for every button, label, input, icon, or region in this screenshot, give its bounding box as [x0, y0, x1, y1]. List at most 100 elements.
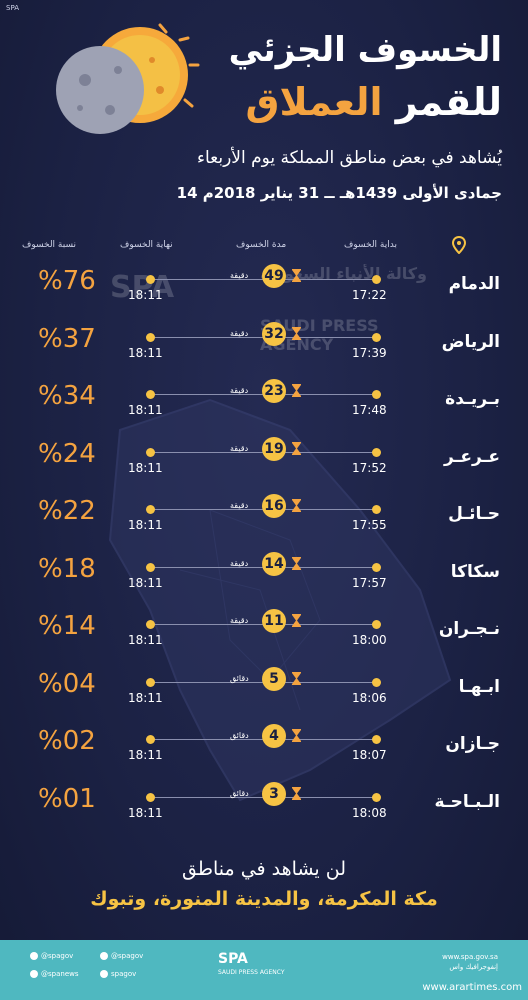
- end-dot: [146, 792, 155, 802]
- end-time: 18:11: [128, 345, 163, 360]
- end-dot: [146, 275, 155, 284]
- city-name: جـازان: [445, 734, 500, 754]
- title-line-2: للقمر العملاق: [245, 80, 502, 124]
- table-row: الدمام %76 18:11 17:22 دقيقة 49: [0, 264, 528, 324]
- duration-badge: 4: [262, 724, 286, 748]
- end-time: 18:11: [128, 460, 163, 475]
- duration-badge: 23: [262, 379, 286, 403]
- start-dot: [372, 562, 381, 572]
- duration-unit: دقيقة: [230, 443, 249, 453]
- city-name: الدمام: [448, 274, 500, 294]
- end-dot: [146, 562, 155, 572]
- twitter-icon: [30, 970, 38, 978]
- hourglass-icon: [292, 556, 301, 570]
- subtitle: يُشاهد في بعض مناطق المملكة يوم الأربعاء: [196, 148, 502, 168]
- source-watermark: www.arartimes.com: [422, 982, 522, 993]
- hourglass-icon: [292, 729, 301, 742]
- eclipse-ratio: %24: [38, 438, 96, 469]
- duration-badge: 19: [262, 436, 286, 461]
- watermark-logo: SPA: [110, 270, 175, 305]
- header-duration: مدة الخسوف: [236, 240, 287, 250]
- not-visible-regions: مكة المكرمة، والمدينة المنورة، وتبوك: [90, 888, 438, 910]
- city-name: نـجـران: [438, 619, 500, 639]
- start-time: 18:08: [352, 805, 387, 820]
- end-time: 18:11: [128, 805, 163, 820]
- city-name: عـرعـر: [444, 446, 500, 467]
- start-dot: [372, 792, 381, 802]
- table-row: نـجـران %14 18:11 18:00 دقيقة 11: [0, 609, 528, 669]
- spa-url[interactable]: www.spa.gov.sa إنفوجرافيك واس: [442, 953, 498, 971]
- city-name: بـريـدة: [445, 389, 500, 409]
- spa-watermark: SPA وكالة الأنباء السعودية SAUDI PRESS A…: [110, 260, 430, 360]
- table-row: ابـهـا %04 18:11 18:06 دقائق 5: [0, 666, 528, 727]
- start-dot: [372, 332, 381, 342]
- duration-badge: 14: [262, 551, 286, 576]
- city-name: حـائـل: [448, 504, 500, 524]
- start-time: 17:39: [352, 345, 387, 360]
- table-row: الـبـاحـة %01 18:11 18:08 دقائق 3: [0, 781, 528, 842]
- end-dot: [146, 620, 155, 629]
- table-row: عـرعـر %24 18:11 17:52 دقيقة 19: [0, 436, 528, 497]
- city-name: سكاكا: [450, 561, 500, 582]
- end-time: 18:11: [128, 403, 163, 417]
- start-time: 18:07: [352, 748, 387, 762]
- duration-unit: دقيقة: [230, 501, 249, 510]
- eclipse-ratio: %76: [38, 266, 96, 296]
- hourglass-icon: [292, 441, 301, 455]
- twitter-icon: [30, 952, 38, 960]
- hourglass-icon: [292, 269, 301, 282]
- duration-unit: دقيقة: [230, 616, 249, 625]
- eclipse-ratio: %04: [38, 668, 96, 699]
- spa-logo-small: SPA: [6, 4, 20, 12]
- end-time: 18:11: [128, 288, 163, 302]
- start-time: 17:55: [352, 518, 387, 532]
- start-dot: [372, 735, 381, 744]
- start-dot: [372, 275, 381, 284]
- eclipse-ratio: %18: [38, 553, 96, 584]
- duration-unit: دقائق: [230, 731, 249, 740]
- footer-bar: @spagov @spagov @spanews spagov SPA SAUDI…: [0, 940, 528, 1000]
- end-time: 18:11: [128, 575, 163, 590]
- hourglass-icon: [292, 671, 301, 685]
- title-line-1: الخسوف الجزئي: [228, 30, 502, 70]
- eclipse-ratio: %14: [38, 611, 96, 641]
- end-dot: [146, 735, 155, 744]
- saudi-map-outline: [108, 398, 452, 802]
- city-name: ابـهـا: [458, 676, 500, 697]
- social-twitter-news[interactable]: @spanews: [30, 970, 79, 978]
- social-snapchat[interactable]: spagov: [100, 970, 136, 978]
- table-row: بـريـدة %34 18:11 17:48 دقيقة 23: [0, 379, 528, 439]
- start-time: 17:22: [352, 288, 387, 302]
- duration-unit: دقيقة: [230, 271, 249, 280]
- header-start: بداية الخسوف: [344, 240, 397, 250]
- eclipse-ratio: %01: [38, 783, 96, 814]
- end-dot: [146, 505, 155, 514]
- duration-badge: 32: [262, 321, 286, 346]
- header-ratio: نسبة الخسوف: [22, 240, 76, 250]
- snapchat-icon: [100, 970, 108, 978]
- hourglass-icon: [292, 614, 301, 627]
- table-row: سكاكا %18 18:11 17:57 دقيقة 14: [0, 551, 528, 612]
- hourglass-icon: [292, 384, 301, 397]
- start-time: 17:52: [352, 460, 387, 475]
- spa-logo-footer: SPA SAUDI PRESS AGENCY: [218, 951, 285, 976]
- social-twitter[interactable]: @spagov: [30, 952, 73, 960]
- duration-unit: دقائق: [230, 673, 249, 683]
- watermark-arabic: وكالة الأنباء السعودية: [260, 264, 427, 283]
- eclipse-ratio: %22: [38, 496, 96, 526]
- duration-unit: دقائق: [230, 788, 249, 798]
- instagram-icon: [100, 952, 108, 960]
- start-dot: [372, 677, 381, 687]
- start-dot: [372, 447, 381, 457]
- moon-eclipse-icon: [56, 23, 200, 134]
- table-row: حـائـل %22 18:11 17:55 دقيقة 16: [0, 494, 528, 554]
- title-line-2-orange: العملاق: [245, 80, 383, 124]
- eclipse-ratio: %34: [38, 381, 96, 411]
- end-time: 18:11: [128, 633, 163, 647]
- social-instagram[interactable]: @spagov: [100, 952, 143, 960]
- end-dot: [146, 677, 155, 687]
- end-time: 18:11: [128, 690, 163, 705]
- duration-badge: 49: [262, 264, 286, 288]
- header-end: نهاية الخسوف: [120, 240, 173, 250]
- end-dot: [146, 390, 155, 399]
